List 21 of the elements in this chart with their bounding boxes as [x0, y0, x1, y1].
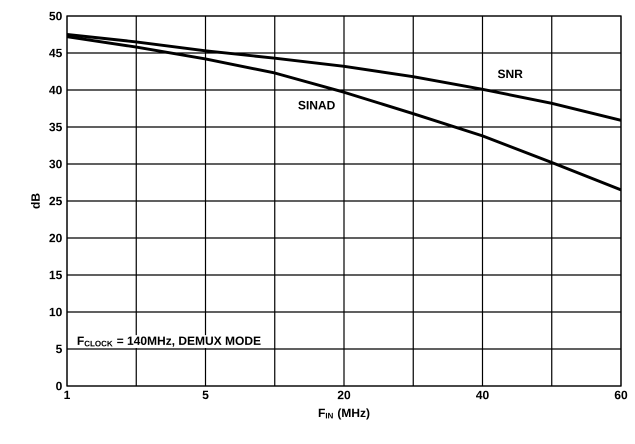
y-tick-label: 10	[50, 308, 62, 316]
y-tick-label: 45	[49, 48, 62, 58]
x-tick-label: 20	[338, 390, 350, 400]
y-tick-label: 20	[49, 234, 62, 242]
annotation: F$_{CLOCK}$ = 140MHz, DEMUX MODE	[78, 336, 261, 347]
x-tick-label: 40	[476, 390, 489, 400]
series-label: SNR	[498, 70, 523, 78]
y-tick-label: 35	[49, 122, 62, 132]
y-tick-label: 40	[49, 86, 62, 94]
y-tick-label: 25	[49, 196, 62, 206]
y-tick-label: 30	[49, 160, 62, 168]
y-axis-title: dB	[30, 194, 40, 208]
x-tick-label: 5	[202, 390, 208, 400]
y-tick-label: 15	[50, 270, 62, 280]
x-tick-label: 1	[64, 390, 70, 399]
y-tick-label: 0	[56, 382, 62, 390]
y-tick-label: 50	[49, 12, 62, 20]
series-label: SINAD	[298, 100, 335, 110]
x-axis-title: F$_{IN}$ (MHz)	[318, 408, 370, 420]
x-tick-label: 60	[614, 390, 628, 400]
y-tick-label: 5	[56, 344, 62, 354]
